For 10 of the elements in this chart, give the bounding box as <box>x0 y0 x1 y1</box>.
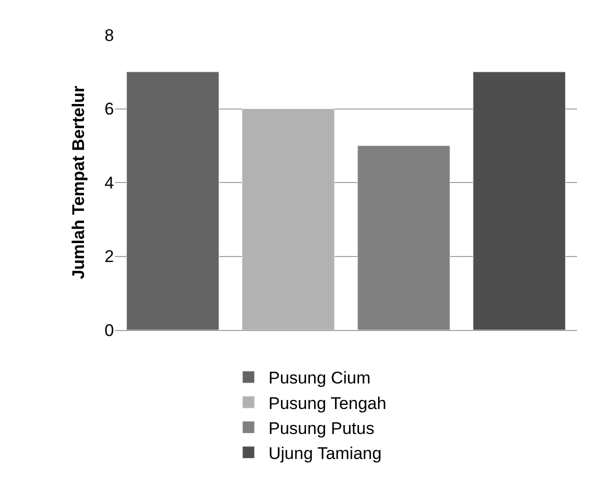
legend-label: Pusung Cium <box>268 368 371 388</box>
y-tick-label: 0 <box>104 320 114 340</box>
legend-label: Pusung Putus <box>268 418 374 438</box>
legend-label: Pusung Tengah <box>268 394 386 413</box>
y-tick-label: 2 <box>104 247 114 266</box>
y-axis-title: Jumlah Tempat Bertelur <box>69 85 88 280</box>
legend-label: Ujung Tamiang <box>268 444 382 463</box>
y-tick-label: 8 <box>104 26 114 45</box>
y-tick-label: 4 <box>104 173 114 192</box>
y-tick-label: 6 <box>104 100 114 119</box>
